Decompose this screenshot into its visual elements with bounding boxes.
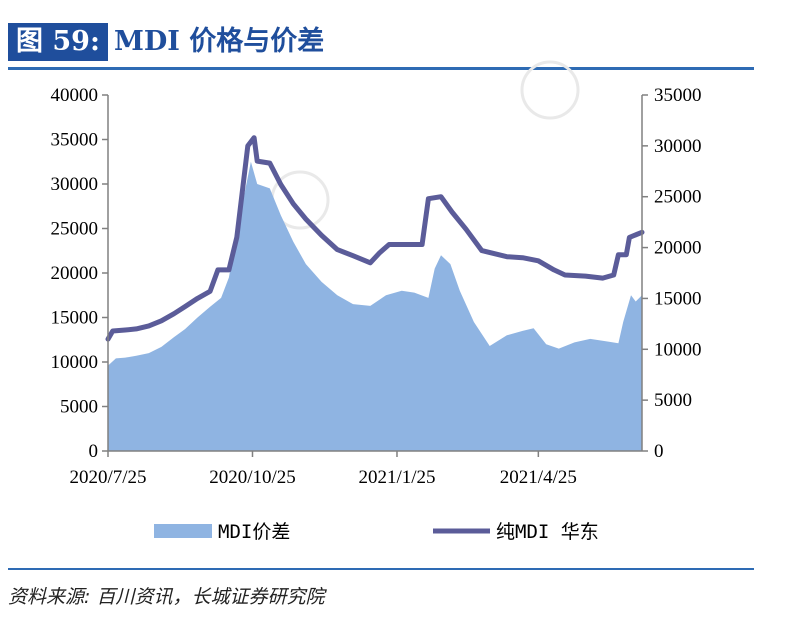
right-tick-label: 5000 — [654, 390, 692, 411]
right-tick-label: 30000 — [654, 136, 702, 157]
watermark-ring — [520, 60, 580, 120]
x-tick-label: 2020/10/25 — [209, 467, 296, 488]
header-divider — [8, 67, 754, 70]
figure-number-badge: 图 59: — [8, 23, 108, 61]
footer-divider — [8, 568, 754, 570]
x-tick-label: 2021/1/25 — [358, 467, 435, 488]
left-tick-label: 25000 — [51, 219, 99, 240]
series-area-mdi-spread — [108, 161, 642, 452]
left-tick-label: 15000 — [51, 308, 99, 329]
x-tick-label: 2021/4/25 — [500, 467, 577, 488]
chart-title: MDI 价格与价差 — [113, 26, 325, 57]
axes: 0 5000 10000 15000 20000 25000 30000 35000 40000… — [51, 85, 702, 488]
left-tick-label: 35000 — [51, 130, 99, 151]
series-line-pure-mdi-east-china — [105, 135, 645, 342]
legend-swatch-area — [154, 524, 212, 538]
left-tick-label: 30000 — [51, 174, 99, 195]
legend-label-mdi-spread: MDI价差 — [218, 521, 290, 543]
left-tick-label: 20000 — [51, 263, 99, 284]
left-tick-label: 0 — [89, 441, 99, 462]
left-tick-label: 5000 — [60, 397, 98, 418]
source-note: 资料来源: 百川资讯，长城证券研究院 — [8, 586, 325, 608]
right-tick-label: 15000 — [654, 288, 702, 309]
right-tick-label: 10000 — [654, 339, 702, 360]
left-tick-label: 40000 — [51, 85, 99, 106]
x-tick-label: 2020/7/25 — [69, 467, 146, 488]
right-tick-label: 35000 — [654, 85, 702, 106]
legend: MDI价差 纯MDI 华东 — [154, 521, 599, 543]
right-tick-label: 20000 — [654, 238, 702, 259]
legend-label-pure-mdi: 纯MDI 华东 — [496, 521, 599, 543]
right-tick-label: 25000 — [654, 187, 702, 208]
figure-header: 图 59: MDI 价格与价差 — [8, 22, 324, 62]
left-tick-label: 10000 — [51, 352, 99, 373]
plot-area — [105, 135, 645, 452]
right-tick-label: 0 — [654, 441, 664, 462]
